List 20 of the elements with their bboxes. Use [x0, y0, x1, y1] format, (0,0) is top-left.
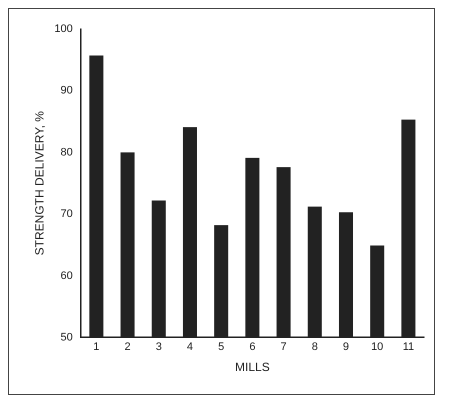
y-tick-label: 70 [60, 208, 73, 220]
x-tick-label: 9 [342, 341, 350, 354]
y-axis-title: STRENGTH DELIVERY, % [32, 110, 47, 256]
x-tick-label: 4 [186, 341, 194, 354]
y-tick-label: 90 [60, 84, 73, 97]
x-tick-label: 8 [312, 341, 318, 354]
x-tick-label: 10 [371, 341, 384, 354]
x-tick-label: 2 [124, 341, 131, 354]
x-tick-label: 1 [93, 341, 100, 354]
x-tick-label: 3 [156, 341, 162, 354]
y-tick-label: 60 [60, 270, 73, 282]
x-tick-label: 11 [402, 341, 414, 354]
y-tick-label: 100 [54, 23, 73, 36]
x-tick-label: 7 [280, 341, 287, 354]
x-axis-title: MILLS [235, 360, 270, 374]
y-tick-label: 80 [60, 146, 73, 158]
x-tick-label: 6 [249, 341, 256, 354]
x-tick-label: 5 [218, 341, 224, 354]
frame: MILLS STRENGTH DELIVERY, % 1 2 3 4 5 6 7 8 9 10 11 50 60 70 80 90 100 [8, 8, 435, 395]
y-tick-label: 50 [60, 331, 73, 344]
